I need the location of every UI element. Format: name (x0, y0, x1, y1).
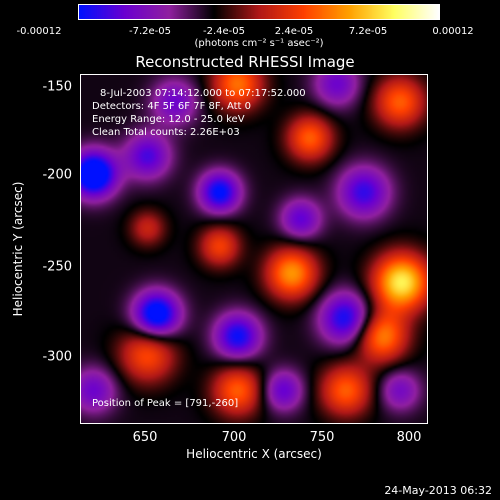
detectors-annotation: Detectors: 4F 5F 6F 7F 8F, Att 0 (92, 101, 252, 112)
colorbar-tick-label: 0.00012 (432, 26, 474, 37)
peak-position-annotation: Position of Peak = [791,-260] (92, 398, 239, 409)
y-tick-label: -150 (42, 79, 72, 95)
x-tick-label: 800 (396, 430, 422, 445)
clean-counts-annotation: Clean Total counts: 2.26E+03 (92, 127, 240, 138)
energy-range-annotation: Energy Range: 12.0 - 25.0 keV (92, 114, 245, 125)
colorbar-tick-label: 2.4e-05 (274, 26, 314, 37)
colorbar-tick-label: -0.00012 (16, 26, 62, 37)
heatmap-image (80, 74, 428, 424)
y-tick-label: -250 (42, 259, 72, 275)
x-tick-label: 700 (221, 430, 247, 445)
footer-timestamp: 24-May-2013 06:32 (384, 484, 492, 497)
colorbar-unit-label: (photons cm⁻² s⁻¹ asec⁻²) (194, 38, 324, 49)
x-tick-label: 650 (132, 430, 158, 445)
x-tick-label: 750 (309, 430, 335, 445)
time-range-annotation: 8-Jul-2003 07:14:12.000 to 07:17:52.000 (100, 88, 306, 99)
y-tick-label: -300 (42, 349, 72, 365)
colorbar-tick-label: 7.2e-05 (348, 26, 388, 37)
x-axis-label: Heliocentric X (arcsec) (186, 447, 322, 461)
colorbar-tick-label: -2.4e-05 (203, 26, 245, 37)
colorbar (78, 4, 440, 20)
chart-title: Reconstructed RHESSI Image (135, 53, 355, 71)
plot-frame (80, 74, 428, 424)
y-axis-label: Heliocentric Y (arcsec) (11, 181, 25, 317)
colorbar-tick-label: -7.2e-05 (129, 26, 171, 37)
y-tick-label: -200 (42, 167, 72, 183)
